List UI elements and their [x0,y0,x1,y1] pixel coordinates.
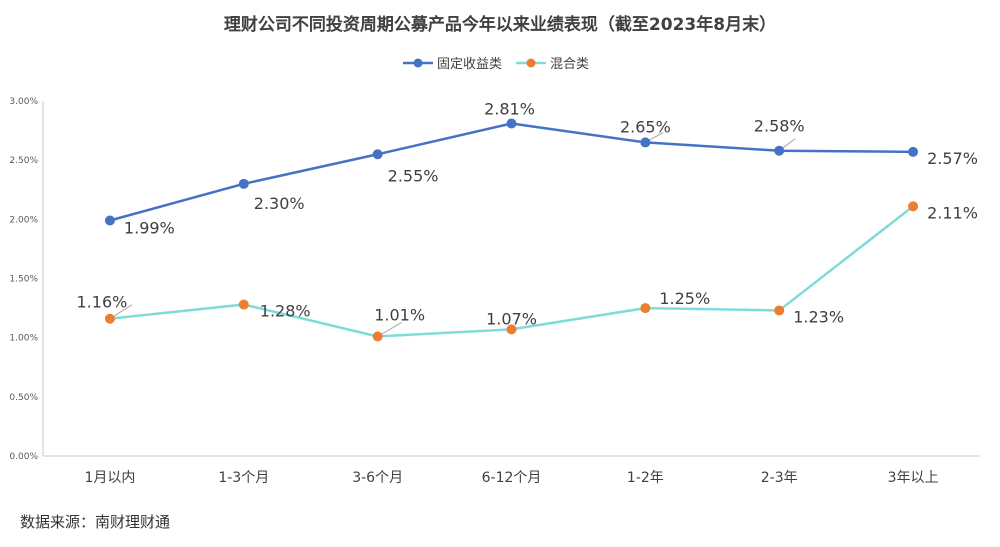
data-point [372,331,383,342]
data-label: 1.07% [486,309,537,328]
chart-title: 理财公司不同投资周期公募产品今年以来业绩表现（截至2023年8月末） [223,15,777,35]
series-line [109,122,914,222]
y-tick-label: 0.50% [9,393,38,403]
data-label: 2.57% [927,149,978,168]
y-tick-label: 1.00% [9,334,38,344]
x-tick-label: 1月以内 [84,470,135,486]
x-tick-label: 6-12个月 [482,470,542,486]
legend-label: 固定收益类 [437,57,502,72]
data-label: 1.99% [124,219,175,238]
data-label: 2.55% [388,166,439,185]
legend-marker [526,58,536,68]
data-label: 2.65% [620,117,671,136]
data-point [506,118,517,129]
data-label: 1.28% [260,302,311,321]
data-point [506,324,517,335]
x-tick-label: 2-3年 [761,470,798,486]
data-point [640,303,651,314]
y-tick-label: 2.50% [9,156,38,166]
data-label: 1.16% [77,293,128,312]
data-label: 2.81% [484,99,535,118]
y-tick-label: 0.00% [9,452,38,462]
x-tick-label: 3-6个月 [352,470,403,486]
data-label: 2.30% [254,194,305,213]
data-point [640,137,651,148]
x-tick-label: 3年以上 [888,470,939,486]
data-label: 1.01% [374,305,425,324]
data-point [104,313,115,324]
data-point [774,305,785,316]
x-tick-label: 1-2年 [627,470,664,486]
y-tick-label: 3.00% [9,97,38,107]
data-point [238,178,249,189]
data-label: 1.25% [659,289,710,308]
data-label: 2.11% [927,203,978,222]
data-point [372,149,383,160]
data-point [238,299,249,310]
data-point [908,201,919,212]
data-label: 2.58% [754,117,805,136]
legend-label: 混合类 [550,57,589,72]
data-point [908,146,919,157]
legend-marker [413,58,423,68]
data-point [104,215,115,226]
x-tick-label: 1-3个月 [218,470,269,486]
data-point [774,145,785,156]
data-label: 1.23% [793,307,844,326]
source-note: 数据来源：南财理财通 [20,513,171,531]
y-tick-label: 1.50% [9,275,38,285]
y-tick-label: 2.00% [9,215,38,225]
